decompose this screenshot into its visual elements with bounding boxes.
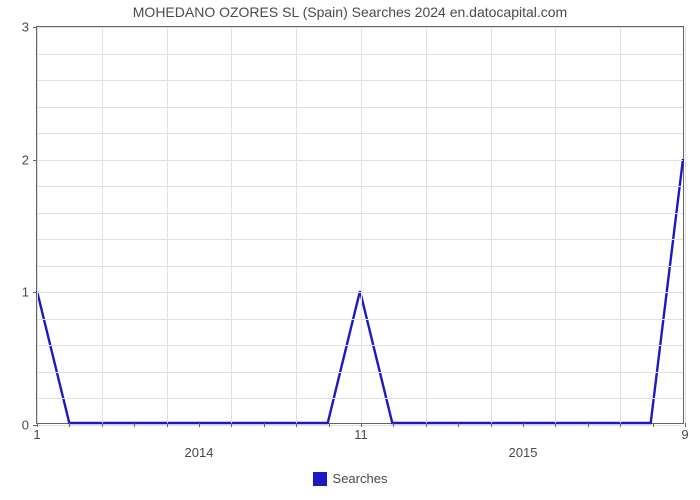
x-gridline [555, 27, 556, 423]
x-tick-mark [69, 423, 70, 427]
y-gridline [37, 292, 683, 293]
x-tick-mark [167, 423, 168, 427]
y-gridline [37, 213, 683, 214]
x-tick-label: 9 [681, 427, 688, 442]
x-tick-mark [620, 423, 621, 427]
x-gridline [361, 27, 362, 423]
chart-title: MOHEDANO OZORES SL (Spain) Searches 2024… [0, 4, 700, 20]
y-gridline [37, 345, 683, 346]
y-gridline [37, 80, 683, 81]
y-gridline [37, 239, 683, 240]
y-gridline [37, 54, 683, 55]
x-tick-mark [264, 423, 265, 427]
x-tick-mark [426, 423, 427, 427]
x-gridline [491, 27, 492, 423]
y-tick-mark [33, 160, 37, 161]
y-gridline [37, 398, 683, 399]
line-chart: MOHEDANO OZORES SL (Spain) Searches 2024… [0, 0, 700, 500]
x-tick-mark [458, 423, 459, 427]
x-tick-mark [393, 423, 394, 427]
legend: Searches [0, 470, 700, 486]
y-gridline [37, 107, 683, 108]
x-gridline [37, 27, 38, 423]
y-tick-label: 1 [22, 285, 29, 300]
plot-area: 0123120141120159 [36, 26, 684, 424]
y-tick-label: 2 [22, 152, 29, 167]
x-gridline [167, 27, 168, 423]
y-gridline [37, 319, 683, 320]
x-tick-sublabel: 2014 [185, 445, 214, 460]
y-gridline [37, 186, 683, 187]
x-gridline [296, 27, 297, 423]
y-gridline [37, 160, 683, 161]
y-gridline [37, 133, 683, 134]
y-tick-label: 3 [22, 20, 29, 35]
x-tick-mark [134, 423, 135, 427]
y-tick-mark [33, 27, 37, 28]
x-gridline [426, 27, 427, 423]
series-line [37, 159, 683, 423]
x-gridline [685, 27, 686, 423]
x-tick-mark [102, 423, 103, 427]
y-tick-mark [33, 292, 37, 293]
x-gridline [102, 27, 103, 423]
x-tick-sublabel: 2015 [509, 445, 538, 460]
legend-swatch [313, 472, 327, 486]
x-tick-label: 1 [33, 427, 40, 442]
x-tick-mark [653, 423, 654, 427]
x-tick-label: 11 [354, 427, 368, 442]
legend-label: Searches [333, 471, 388, 486]
x-tick-mark [329, 423, 330, 427]
x-tick-mark [296, 423, 297, 427]
x-tick-mark [588, 423, 589, 427]
x-tick-mark [231, 423, 232, 427]
x-tick-mark [555, 423, 556, 427]
x-gridline [231, 27, 232, 423]
x-tick-mark [491, 423, 492, 427]
series-layer [37, 27, 683, 423]
y-gridline [37, 372, 683, 373]
y-gridline [37, 27, 683, 28]
y-gridline [37, 266, 683, 267]
x-tick-mark [523, 423, 524, 427]
y-tick-label: 0 [22, 418, 29, 433]
x-tick-mark [199, 423, 200, 427]
x-gridline [620, 27, 621, 423]
